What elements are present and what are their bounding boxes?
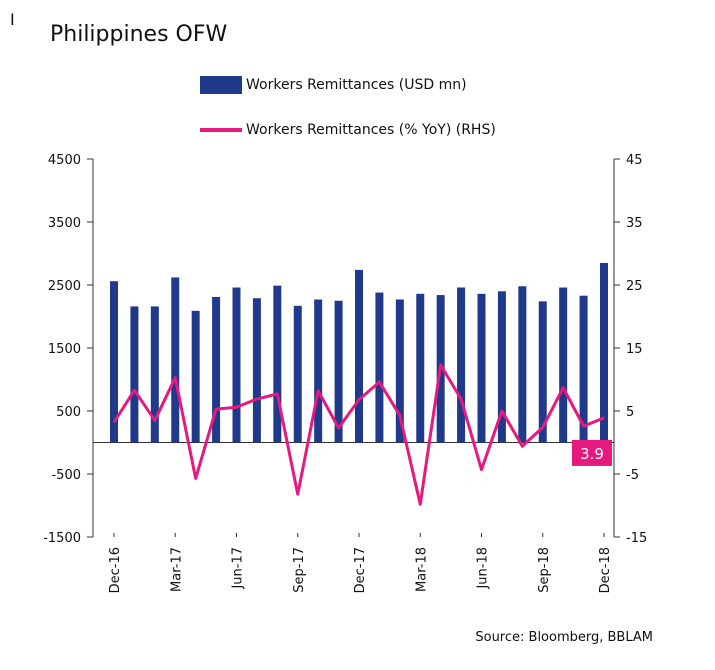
legend-line-swatch — [200, 128, 242, 132]
left-axis-tick-label: -1500 — [43, 531, 81, 546]
bar — [273, 285, 282, 443]
bar — [334, 300, 343, 443]
right-axis-tick-label: -15 — [626, 531, 647, 546]
bar — [110, 281, 118, 443]
bar — [395, 299, 404, 443]
bar — [191, 310, 200, 443]
bar — [375, 292, 384, 443]
x-axis-tick-label: Sep-17 — [292, 547, 307, 593]
left-axis-tick-label: -500 — [51, 468, 81, 483]
left-axis-tick-label: 1500 — [48, 342, 81, 357]
bar — [232, 287, 241, 443]
x-axis-tick-label: Dec-17 — [353, 547, 368, 593]
bar — [457, 287, 466, 443]
bar — [538, 301, 547, 443]
bar — [416, 293, 425, 443]
chart-title: Philippines OFW — [50, 22, 228, 47]
bar — [579, 295, 588, 443]
callout-box — [572, 439, 612, 466]
right-axis-tick-label: 5 — [626, 405, 634, 420]
x-axis-tick-label: Jun-17 — [231, 547, 246, 590]
right-axis-tick-label: 25 — [626, 279, 643, 294]
bar — [171, 277, 180, 443]
bar — [252, 298, 261, 443]
bar — [355, 269, 363, 443]
x-axis-tick-label: Jun-18 — [476, 547, 491, 590]
bar — [130, 306, 139, 443]
right-axis-tick-label: 35 — [626, 216, 643, 231]
source-note: Source: Bloomberg, BBLAM — [475, 630, 653, 645]
bar — [314, 299, 323, 443]
legend-line-label: Workers Remittances (% YoY) (RHS) — [246, 122, 496, 138]
x-axis-tick-label: Dec-16 — [108, 547, 123, 593]
right-axis-tick-label: 15 — [626, 342, 643, 357]
x-axis-tick-label: Mar-18 — [414, 547, 429, 592]
bar — [150, 306, 159, 443]
left-axis-tick-label: 4500 — [48, 153, 81, 168]
right-axis-tick-label: -5 — [626, 468, 639, 483]
bar — [497, 291, 506, 443]
callout-value: 3.9 — [580, 445, 604, 463]
bar — [559, 287, 568, 443]
bar — [477, 293, 486, 443]
bar — [293, 305, 302, 443]
right-axis-tick-label: 45 — [626, 153, 643, 168]
bar — [212, 296, 221, 443]
legend-item-line: Workers Remittances (% YoY) (RHS) — [200, 122, 496, 138]
left-axis-tick-label: 2500 — [48, 279, 81, 294]
legend-bar-label: Workers Remittances (USD mn) — [246, 77, 467, 93]
x-axis-tick-label: Sep-18 — [537, 547, 552, 593]
left-axis-tick-label: 3500 — [48, 216, 81, 231]
left-axis-tick-label: 500 — [56, 405, 81, 420]
bar — [518, 286, 527, 443]
corner-marker: I — [10, 10, 15, 29]
x-axis-tick-label: Mar-17 — [169, 547, 184, 592]
legend-bar-swatch — [200, 76, 242, 94]
legend-item-bar: Workers Remittances (USD mn) — [200, 76, 467, 94]
x-axis-tick-label: Dec-18 — [598, 547, 613, 593]
bar — [600, 262, 608, 443]
yoy-line — [112, 363, 605, 506]
